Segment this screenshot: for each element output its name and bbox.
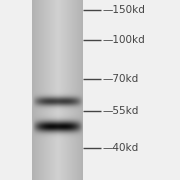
Text: —100kd: —100kd <box>103 35 145 45</box>
Text: —70kd: —70kd <box>103 74 139 84</box>
Text: —55kd: —55kd <box>103 106 139 116</box>
Text: —40kd: —40kd <box>103 143 139 153</box>
Text: —150kd: —150kd <box>103 5 145 15</box>
